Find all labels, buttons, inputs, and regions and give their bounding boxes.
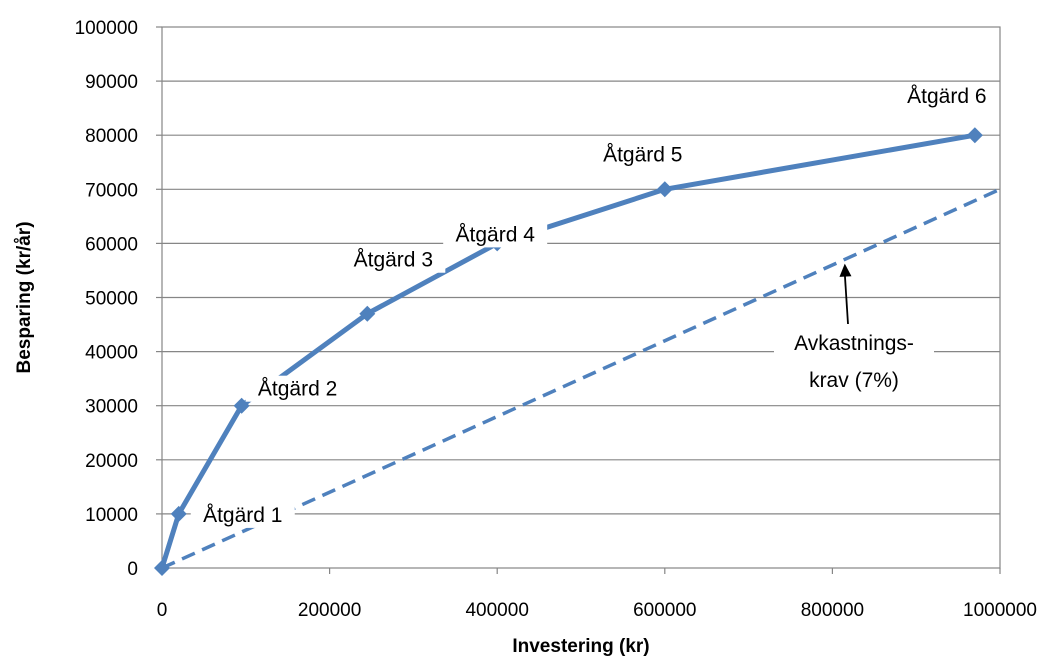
annotations: Åtgärd 1 Åtgärd 2 Åtgärd 3 Åtgärd 4 Åtgärd 5… xyxy=(190,83,999,528)
y-tick-label: 100000 xyxy=(75,18,138,39)
annotation-label: Åtgärd 4 xyxy=(456,223,536,246)
series-group xyxy=(154,127,1001,576)
annotation-label: Åtgärd 2 xyxy=(258,378,337,401)
y-axis-title: Besparing (kr/år) xyxy=(14,221,35,373)
annotation-label: Åtgärd 1 xyxy=(203,504,282,527)
x-tick-label: 800000 xyxy=(801,600,864,621)
x-tick-label: 1000000 xyxy=(963,600,1037,621)
x-tick-label: 600000 xyxy=(633,600,696,621)
y-tick-label: 30000 xyxy=(85,397,138,418)
y-tick-label: 20000 xyxy=(85,451,138,472)
y-tick-label: 50000 xyxy=(85,289,138,310)
y-tick-label: 70000 xyxy=(85,180,138,201)
data-point-marker xyxy=(359,305,376,322)
data-point-marker xyxy=(154,560,170,576)
y-tick-label: 10000 xyxy=(85,505,138,526)
x-tick-label: 400000 xyxy=(465,600,528,621)
y-axis-ticks: 0 10000 20000 30000 40000 50000 60000 70000 8000… xyxy=(75,18,162,580)
y-tick-label: 60000 xyxy=(85,234,138,255)
gridlines xyxy=(162,80,1000,515)
annotation-background xyxy=(190,501,295,528)
data-point-marker xyxy=(966,127,983,144)
y-tick-label: 40000 xyxy=(85,343,138,364)
x-axis-title: Investering (kr) xyxy=(512,636,649,657)
annotation-background xyxy=(341,246,446,273)
data-point-marker xyxy=(656,181,673,198)
x-axis-ticks: 0 200000 400000 600000 800000 1000000 xyxy=(157,568,1037,621)
annotation-background xyxy=(590,141,695,168)
y-tick-label: 0 xyxy=(127,559,138,580)
annotation-background xyxy=(774,328,934,398)
y-tick-label: 80000 xyxy=(85,126,138,147)
annotation-background xyxy=(443,221,548,248)
annotation-arrow xyxy=(843,273,849,325)
annotation-background xyxy=(894,83,999,110)
x-tick-label: 200000 xyxy=(298,600,361,621)
annotation-background xyxy=(245,375,350,402)
data-point-marker xyxy=(170,505,187,522)
annotation-label: krav (7%) xyxy=(809,369,899,392)
annotation-arrowhead xyxy=(839,263,852,277)
annotation-label: Åtgärd 6 xyxy=(907,85,986,108)
x-tick-label: 0 xyxy=(157,600,168,621)
annotation-label: Åtgärd 3 xyxy=(354,249,433,272)
y-tick-label: 90000 xyxy=(85,72,138,93)
annotation-label: Avkastnings- xyxy=(794,332,914,355)
annotation-label: Åtgärd 5 xyxy=(603,143,682,166)
